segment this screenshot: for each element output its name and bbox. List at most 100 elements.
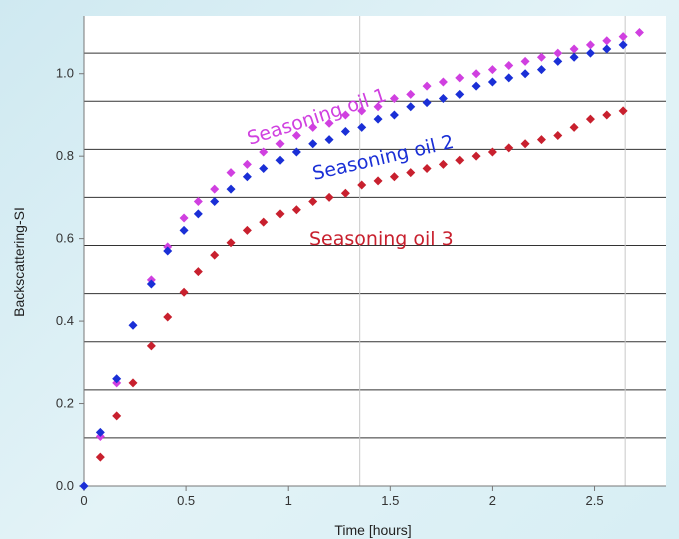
point-oil-3 — [569, 122, 579, 132]
point-oil-1 — [455, 73, 465, 83]
point-oil-1 — [422, 81, 432, 91]
point-oil-1 — [275, 139, 285, 149]
point-oil-3 — [487, 147, 497, 157]
x-tick-label: 1.5 — [381, 493, 399, 508]
x-tick-label: 2.5 — [585, 493, 603, 508]
point-oil-1 — [585, 40, 595, 50]
point-oil-1 — [553, 48, 563, 58]
point-oil-1 — [389, 93, 399, 103]
point-oil-1 — [471, 69, 481, 79]
plot-area — [84, 16, 666, 486]
point-oil-3 — [275, 209, 285, 219]
point-oil-3 — [422, 164, 432, 174]
point-oil-2 — [487, 77, 497, 87]
point-oil-2 — [504, 73, 514, 83]
point-oil-1 — [357, 106, 367, 116]
point-oil-3 — [340, 188, 350, 198]
point-oil-3 — [471, 151, 481, 161]
y-tick-label: 1.0 — [56, 66, 74, 81]
point-oil-1 — [259, 147, 269, 157]
series-label-oil-3: Seasoning oil 3 — [309, 228, 454, 250]
point-oil-2 — [242, 172, 252, 182]
point-oil-2 — [618, 40, 628, 50]
y-axis-title: Backscattering-SI — [11, 207, 27, 317]
grid — [84, 16, 666, 486]
point-oil-2 — [308, 139, 318, 149]
point-oil-3 — [438, 159, 448, 169]
point-oil-2 — [275, 155, 285, 165]
point-oil-3 — [308, 197, 318, 207]
point-oil-2 — [95, 427, 105, 437]
point-oil-1 — [438, 77, 448, 87]
x-tick-label: 2 — [489, 493, 496, 508]
point-oil-3 — [179, 287, 189, 297]
x-tick-label: 1 — [285, 493, 292, 508]
point-oil-2 — [455, 89, 465, 99]
point-oil-1 — [210, 184, 220, 194]
point-oil-2 — [471, 81, 481, 91]
point-oil-2 — [569, 52, 579, 62]
point-oil-2 — [226, 184, 236, 194]
y-tick-label: 0.8 — [56, 148, 74, 163]
point-oil-2 — [438, 93, 448, 103]
point-oil-3 — [112, 411, 122, 421]
point-oil-2 — [210, 197, 220, 207]
point-oil-2 — [520, 69, 530, 79]
y-tick-label: 0.6 — [56, 231, 74, 246]
point-oil-1 — [618, 32, 628, 42]
point-oil-1 — [324, 118, 334, 128]
point-oil-3 — [146, 341, 156, 351]
point-oil-2 — [602, 44, 612, 54]
y-tick-label: 0.2 — [56, 396, 74, 411]
point-oil-3 — [455, 155, 465, 165]
point-oil-1 — [340, 110, 350, 120]
point-oil-2 — [373, 114, 383, 124]
point-oil-1 — [242, 159, 252, 169]
point-oil-2 — [291, 147, 301, 157]
point-oil-2 — [536, 65, 546, 75]
point-oil-2 — [163, 246, 173, 256]
point-oil-2 — [406, 102, 416, 112]
point-oil-3 — [324, 192, 334, 202]
point-oil-2 — [259, 164, 269, 174]
point-oil-2 — [553, 56, 563, 66]
point-oil-3 — [95, 452, 105, 462]
point-oil-2 — [193, 209, 203, 219]
point-oil-1 — [569, 44, 579, 54]
point-oil-3 — [504, 143, 514, 153]
point-oil-1 — [487, 65, 497, 75]
point-oil-1 — [291, 131, 301, 141]
data-points — [79, 27, 644, 491]
point-oil-3 — [259, 217, 269, 227]
point-oil-3 — [242, 225, 252, 235]
point-oil-3 — [357, 180, 367, 190]
point-oil-3 — [373, 176, 383, 186]
point-oil-3 — [291, 205, 301, 215]
point-oil-1 — [193, 197, 203, 207]
point-oil-3 — [553, 131, 563, 141]
point-oil-3 — [193, 267, 203, 277]
point-oil-3 — [618, 106, 628, 116]
x-axis-title: Time [hours] — [334, 522, 411, 538]
point-oil-3 — [226, 238, 236, 248]
point-oil-3 — [128, 378, 138, 388]
point-oil-2 — [340, 126, 350, 136]
point-oil-2 — [128, 320, 138, 330]
point-oil-1 — [536, 52, 546, 62]
y-tick-label: 0.4 — [56, 313, 74, 328]
point-oil-2 — [422, 98, 432, 108]
point-oil-1 — [406, 89, 416, 99]
point-oil-2 — [79, 481, 89, 491]
point-oil-1 — [520, 56, 530, 66]
point-oil-2 — [389, 110, 399, 120]
point-oil-1 — [634, 27, 644, 37]
point-oil-3 — [585, 114, 595, 124]
point-oil-3 — [389, 172, 399, 182]
point-oil-3 — [602, 110, 612, 120]
point-oil-1 — [602, 36, 612, 46]
point-oil-2 — [585, 48, 595, 58]
point-oil-1 — [226, 168, 236, 178]
axis-ticks: 0 0.5 1 1.5 2 2.5 0.0 0.2 0.4 0.6 0.8 1.0 — [56, 66, 604, 508]
point-oil-3 — [520, 139, 530, 149]
